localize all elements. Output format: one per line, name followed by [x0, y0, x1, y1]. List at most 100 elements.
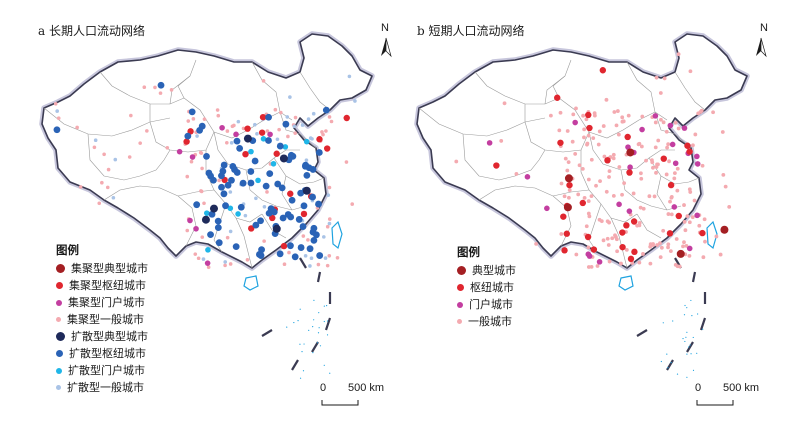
legend-swatch [56, 317, 61, 322]
city-point [615, 109, 620, 113]
city-point [641, 206, 646, 211]
city-point [236, 119, 241, 124]
city-point [188, 108, 196, 116]
city-point [310, 224, 318, 232]
city-point [571, 112, 576, 117]
city-point [220, 161, 228, 169]
city-point [291, 253, 299, 261]
legend-swatch [56, 282, 63, 289]
city-point [189, 159, 194, 164]
city-point [703, 239, 707, 244]
legend-swatch [56, 367, 62, 374]
city-point [534, 241, 539, 246]
city-point [686, 245, 693, 252]
province-boundary [213, 203, 227, 253]
south-sea-islet [326, 320, 329, 322]
city-point [195, 134, 199, 138]
legend-label: 枢纽城市 [470, 281, 514, 294]
city-point [230, 124, 235, 129]
city-point [714, 234, 719, 239]
city-point [582, 127, 587, 132]
city-point [301, 234, 306, 238]
city-point [562, 194, 567, 199]
city-point [686, 148, 693, 155]
scale-zero-label: 0 [320, 382, 327, 394]
city-point [639, 144, 644, 149]
city-point [685, 214, 690, 219]
legend-label: 扩散型门户城市 [68, 364, 145, 377]
city-point [619, 243, 626, 251]
city-point [248, 225, 255, 232]
city-point [245, 258, 250, 262]
province-boundary [620, 169, 682, 211]
city-point [684, 142, 691, 149]
city-point [694, 153, 700, 160]
city-point [279, 214, 287, 222]
city-point [658, 91, 663, 95]
nine-dash-segment [316, 271, 322, 283]
city-point [676, 249, 685, 258]
city-point [454, 159, 459, 164]
city-point [222, 202, 229, 210]
city-point [206, 265, 211, 270]
city-point [157, 81, 165, 89]
city-point [287, 213, 295, 221]
city-point [262, 205, 267, 209]
city-point [585, 251, 592, 257]
city-point [327, 217, 332, 221]
city-point [654, 170, 658, 175]
city-point [106, 167, 111, 172]
city-point [299, 223, 307, 230]
city-point [233, 131, 239, 138]
city-point [639, 126, 645, 133]
city-point [202, 117, 207, 121]
legend-item: 集聚型门户城市 [56, 294, 148, 311]
city-point [56, 116, 61, 120]
city-point [687, 253, 692, 258]
city-point [599, 219, 604, 224]
city-point [666, 142, 671, 147]
province-boundary [558, 97, 656, 139]
city-point [666, 230, 674, 237]
city-point [653, 145, 658, 150]
legend-label: 一般城市 [468, 315, 512, 328]
city-point [614, 123, 619, 128]
city-point [273, 150, 280, 157]
city-point [659, 245, 664, 250]
nine-dash-segment [261, 329, 273, 337]
city-point [582, 196, 587, 200]
city-point [613, 233, 617, 238]
city-point [544, 205, 550, 212]
legend-item: 扩散型一般城市 [56, 379, 148, 396]
city-point [236, 144, 244, 152]
legend-label: 扩散型典型城市 [71, 330, 148, 343]
city-point [692, 198, 697, 203]
panel-title: a 长期人口流动网络 [38, 24, 145, 38]
city-point [276, 142, 284, 150]
city-point [688, 190, 693, 194]
city-point [320, 130, 324, 134]
city-point [559, 181, 564, 186]
city-point [218, 183, 225, 191]
city-point [185, 174, 190, 179]
south-sea-islet [672, 320, 674, 322]
city-point [666, 242, 671, 247]
city-point [565, 129, 570, 133]
city-point [573, 152, 578, 156]
city-point [217, 178, 221, 183]
city-point [261, 79, 266, 83]
city-point [237, 203, 245, 211]
city-point [574, 106, 578, 111]
province-boundary [273, 157, 325, 185]
city-point [215, 239, 223, 247]
city-point [287, 190, 294, 197]
south-sea-islet [670, 361, 672, 364]
city-point [614, 237, 619, 242]
city-point [631, 248, 638, 256]
city-point [665, 145, 670, 150]
city-point [548, 113, 553, 118]
province-boundary [235, 217, 253, 269]
province-boundary [299, 71, 331, 111]
city-point [53, 101, 58, 106]
city-point [662, 76, 667, 81]
